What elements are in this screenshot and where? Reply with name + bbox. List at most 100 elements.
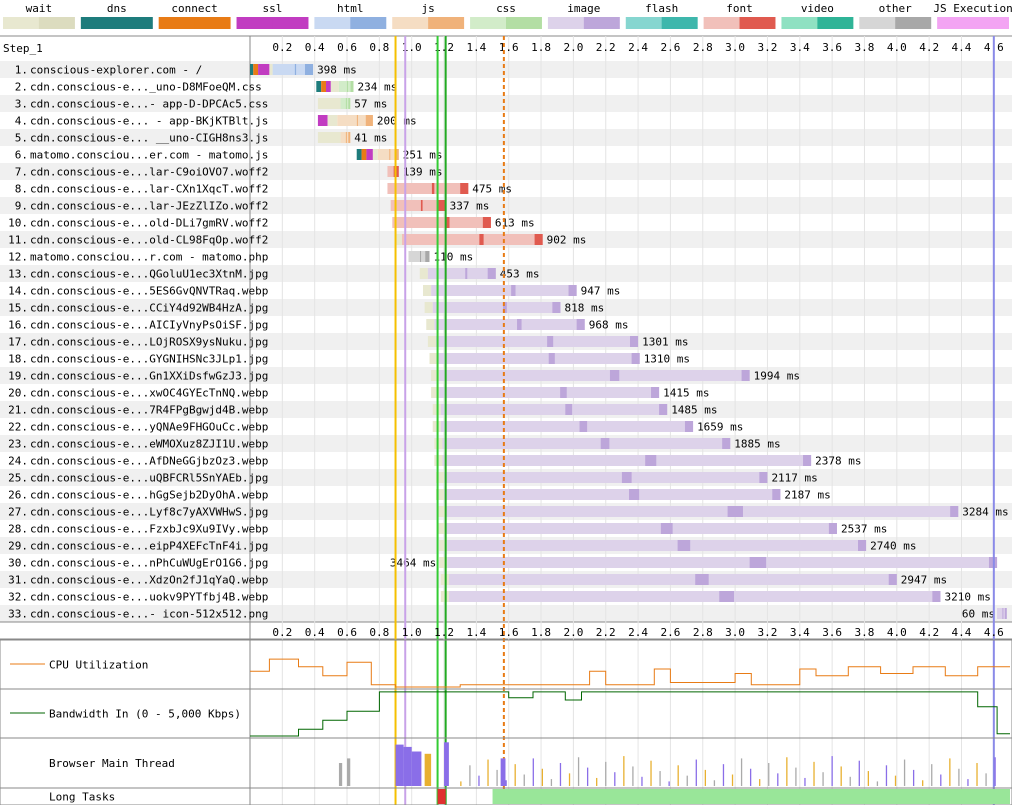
wait-bar [429, 353, 438, 364]
request-label: cdn.conscious-e...LOjROSX9ysNuku.jpg [30, 336, 268, 349]
legend-swatch-dark-5 [428, 17, 465, 29]
request-duration: 902 ms [547, 234, 587, 247]
row-bg [0, 605, 1012, 622]
main-thread-activity [460, 781, 462, 786]
request-label: matomo.consciou...r.com - matomo.php [30, 251, 268, 264]
request-duration: 3210 ms [944, 591, 990, 604]
tick-label: 1.0 [402, 41, 422, 54]
wait-bar [435, 489, 445, 500]
download-chunk [741, 370, 750, 381]
request-row: 30. cdn.conscious-e...nPhCuWUgErO1G6.jpg 3… [8, 557, 998, 570]
request-duration: 1485 ms [671, 404, 717, 417]
request-duration: 818 ms [564, 302, 604, 315]
main-thread-activity [795, 767, 797, 786]
request-row: 12. matomo.consciou...r.com - matomo.php 1… [8, 251, 473, 264]
main-thread-activity [876, 781, 879, 786]
wait-bar [439, 557, 448, 568]
download-chunk [548, 353, 555, 364]
request-number: 33. [8, 608, 28, 621]
request-label: cdn.conscious-e...Gn1XXiDsfwGzJ3.jpg [30, 370, 268, 383]
long-task-bar [492, 789, 1010, 804]
long-tasks-frame [0, 787, 1012, 805]
connect-bar [253, 64, 259, 75]
request-label: cdn.conscious-e...xwOC4GYEcTnNQ.webp [30, 387, 268, 400]
main-thread-activity [532, 758, 534, 786]
request-duration: 947 ms [581, 285, 621, 298]
main-thread-activity [444, 742, 449, 786]
download-chunk [346, 81, 348, 92]
request-number: 10. [8, 217, 28, 230]
timing-markers [394, 36, 995, 805]
download-chunk [950, 506, 959, 517]
legend-swatch-dark-2 [194, 17, 231, 29]
request-duration: 398 ms [317, 64, 357, 77]
request-duration: 3464 ms [390, 557, 436, 570]
download-chunk [576, 319, 585, 330]
request-number: 26. [8, 489, 28, 502]
main-thread-activity [505, 780, 507, 786]
main-thread-activity [677, 765, 679, 786]
main-thread-activity [586, 767, 589, 786]
legend-swatch-dark-0 [38, 17, 75, 29]
dns-bar [356, 149, 362, 160]
request-row: 5. cdn.conscious-e... __uno-CIGH8ns3.js 41… [15, 132, 388, 145]
download-bar [997, 608, 1007, 619]
download-chunk [294, 64, 297, 75]
download-chunk [304, 64, 314, 75]
tick-label: 4.2 [919, 41, 939, 54]
download-chunk [660, 523, 673, 534]
download-chunk [609, 370, 620, 381]
wait-bar [372, 149, 378, 160]
legend-label-4: html [337, 2, 364, 15]
main-thread-activity [858, 760, 860, 786]
request-duration: 1659 ms [697, 421, 743, 434]
tick-label: 2.8 [693, 626, 713, 639]
main-thread-activity [976, 763, 978, 786]
download-bar [340, 132, 351, 143]
request-duration: 234 ms [357, 81, 397, 94]
download-chunk [932, 591, 941, 602]
download-chunk [534, 234, 543, 245]
request-number: 25. [8, 472, 28, 485]
main-thread-activity [659, 771, 661, 786]
tick-label: 0.4 [305, 626, 325, 639]
download-chunk [759, 472, 768, 483]
download-chunk [482, 217, 491, 228]
tick-label: 3.8 [855, 41, 875, 54]
download-bar [340, 98, 351, 109]
ssl-bar [366, 149, 373, 160]
request-label: cdn.conscious-e...uokv9PYTfbj4B.webp [30, 591, 268, 604]
download-chunk [1004, 608, 1007, 619]
main-thread-activity [885, 765, 888, 786]
download-chunk [828, 523, 837, 534]
request-duration: 2947 ms [901, 574, 947, 587]
wait-bar [419, 268, 428, 279]
request-row: 20. cdn.conscious-e...xwOC4GYEcTnNQ.webp 1… [8, 387, 709, 400]
wait-bar [437, 523, 446, 534]
download-chunk [479, 234, 484, 245]
legend-label-8: flash [645, 2, 678, 15]
main-thread-activity [985, 773, 987, 786]
request-duration: 41 ms [354, 132, 387, 145]
download-chunk [393, 166, 395, 177]
tick-label: 1.6 [499, 626, 519, 639]
request-number: 5. [15, 132, 28, 145]
tick-label: 2.6 [660, 41, 680, 54]
request-duration: 110 ms [433, 251, 473, 264]
legend-label-12: JS Execution [933, 2, 1012, 15]
request-row: 27. cdn.conscious-e...Lyf8c7yAXVWHwS.jpg 3… [8, 506, 1008, 519]
download-chunk [365, 115, 373, 126]
download-chunk [348, 132, 351, 143]
request-number: 14. [8, 285, 28, 298]
main-thread-activity [903, 759, 906, 786]
request-duration: 200 ms [377, 115, 417, 128]
request-label: cdn.conscious-e...lar-CXn1XqcT.woff2 [30, 183, 268, 196]
row-bg [0, 95, 1012, 112]
request-label: cdn.conscious-e...uQBFCRl5SnYAEb.jpg [30, 472, 268, 485]
wait-bar [317, 132, 341, 143]
cpu-line [250, 658, 1010, 688]
tick-label: 3.4 [790, 41, 810, 54]
main-thread-activity [740, 758, 743, 786]
long-tasks-panel: Long Tasks [0, 787, 1012, 805]
download-chunk [677, 540, 691, 551]
